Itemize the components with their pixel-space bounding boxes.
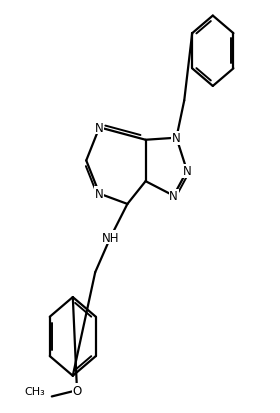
Text: N: N bbox=[95, 188, 104, 201]
Text: NH: NH bbox=[102, 231, 119, 244]
Text: N: N bbox=[172, 132, 181, 145]
Text: N: N bbox=[183, 165, 192, 178]
Text: CH₃: CH₃ bbox=[24, 387, 45, 396]
Text: N: N bbox=[169, 190, 178, 203]
Text: O: O bbox=[72, 384, 82, 397]
Text: N: N bbox=[95, 121, 104, 135]
